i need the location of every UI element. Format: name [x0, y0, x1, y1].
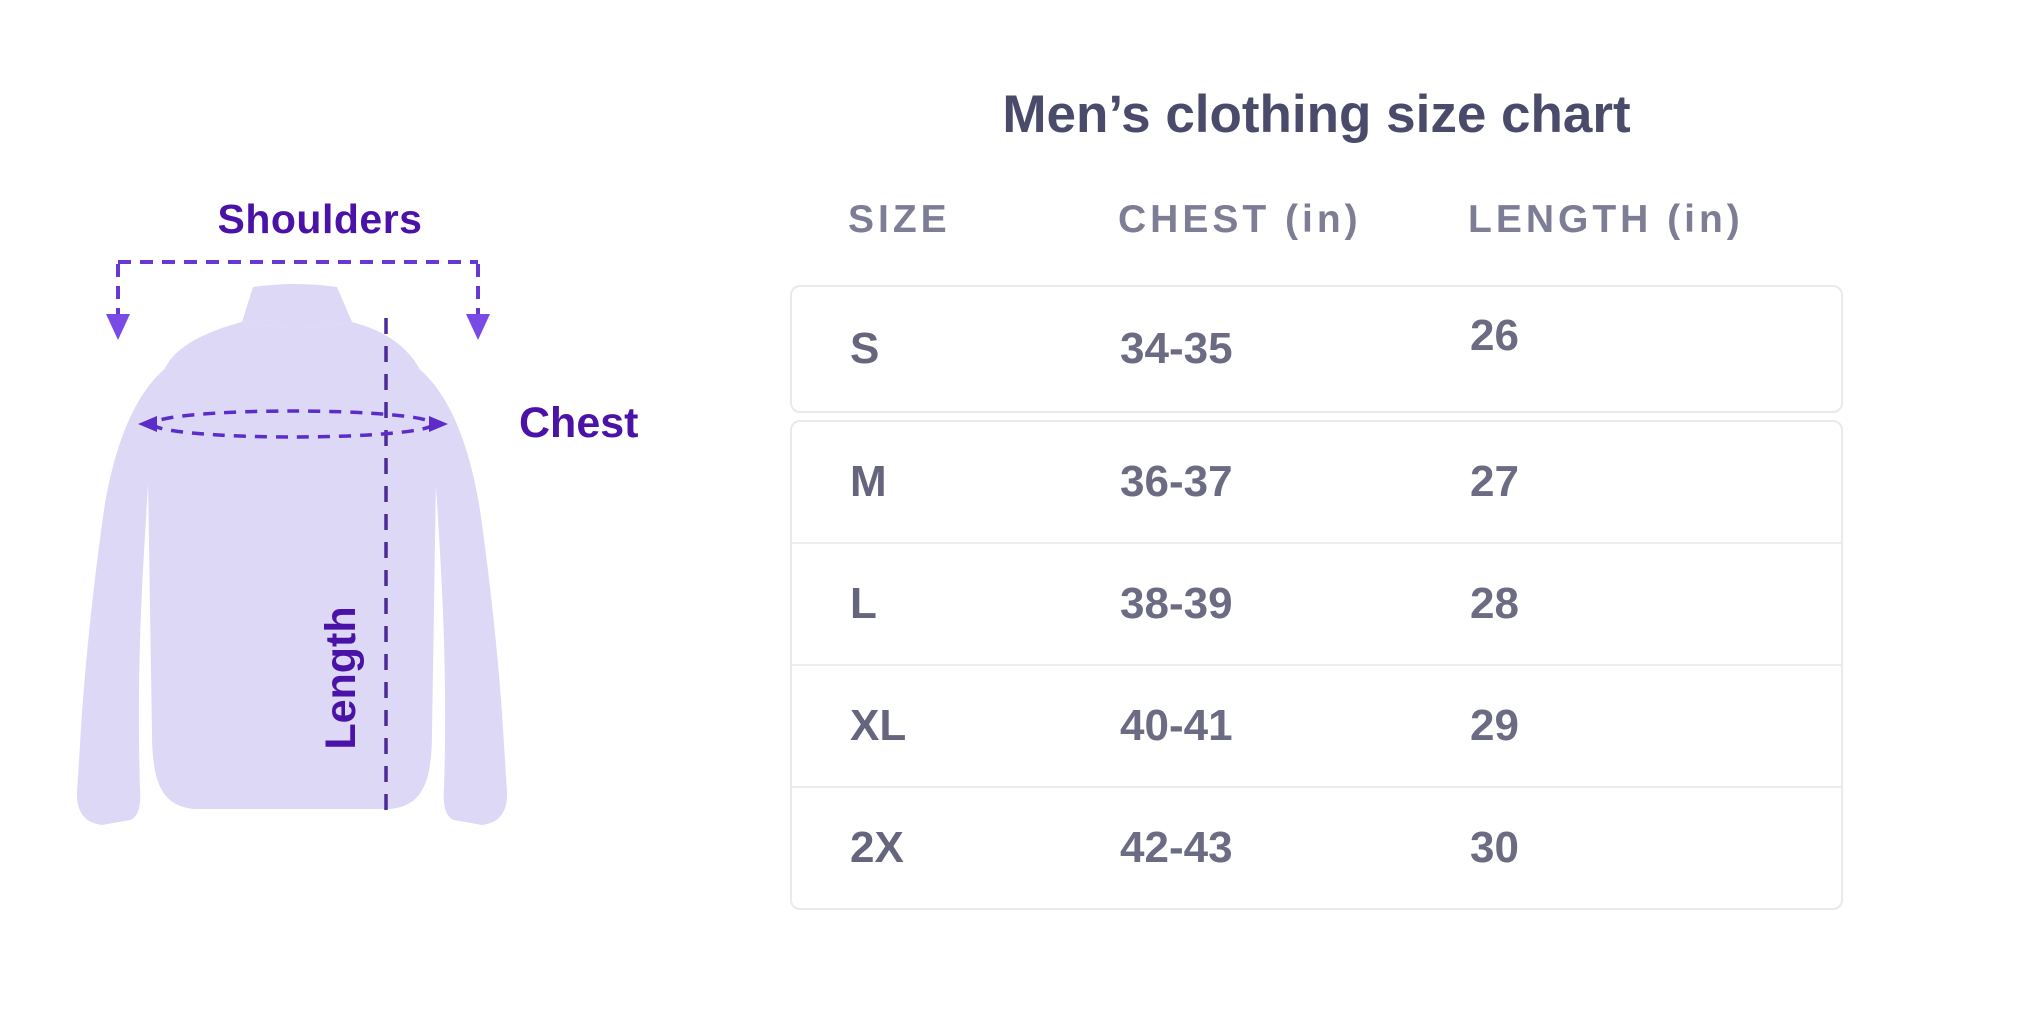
chest-cell: 40-41 — [1120, 701, 1233, 750]
table-row: XL 40-41 29 — [792, 664, 1841, 786]
chest-arrow-right-icon — [429, 416, 448, 432]
size-cell: S — [850, 324, 880, 373]
table-header-row: SIZE CHEST (in) LENGTH (in) — [790, 198, 1843, 241]
table-row: S 34-35 26 — [792, 287, 1841, 411]
chest-label: Chest — [519, 399, 639, 447]
chest-cell: 34-35 — [1120, 324, 1233, 373]
shirt-collar-shape — [242, 284, 352, 327]
size-cell: XL — [850, 701, 907, 750]
table-row: 2X 42-43 30 — [792, 786, 1841, 908]
shoulders-arrow-right-icon — [466, 314, 490, 340]
chest-cell: 36-37 — [1120, 457, 1233, 506]
shirt-sleeve-right — [410, 362, 508, 825]
shirt-sleeve-left — [76, 362, 174, 825]
chest-arrow-left-icon — [138, 416, 157, 432]
chest-cell: 42-43 — [1120, 823, 1233, 872]
shoulders-label: Shoulders — [217, 196, 423, 242]
chest-cell: 38-39 — [1120, 579, 1233, 628]
size-cell: 2X — [850, 823, 904, 872]
size-card-group: M 36-37 27 L 38-39 28 XL 40-41 29 2X 42-… — [790, 420, 1843, 910]
page-title: Men’s clothing size chart — [1002, 85, 1631, 144]
size-card-s: S 34-35 26 — [790, 285, 1843, 413]
length-cell: 28 — [1470, 579, 1519, 628]
shoulders-arrow-left-icon — [106, 314, 130, 340]
length-label: Length — [317, 606, 365, 750]
length-cell: 27 — [1470, 457, 1519, 506]
length-cell: 26 — [1470, 311, 1519, 360]
size-cell: L — [850, 579, 877, 628]
table-row: L 38-39 28 — [792, 542, 1841, 664]
shoulders-measure-bracket — [116, 260, 480, 316]
length-cell: 29 — [1470, 701, 1519, 750]
column-header-size: SIZE — [848, 198, 951, 241]
size-cell: M — [850, 457, 887, 506]
column-header-chest: CHEST (in) — [1118, 198, 1362, 241]
shirt-illustration — [76, 260, 508, 825]
table-row: M 36-37 27 — [792, 422, 1841, 542]
length-cell: 30 — [1470, 823, 1519, 872]
shirt-body-shape — [146, 322, 438, 809]
column-header-length: LENGTH (in) — [1468, 198, 1744, 241]
